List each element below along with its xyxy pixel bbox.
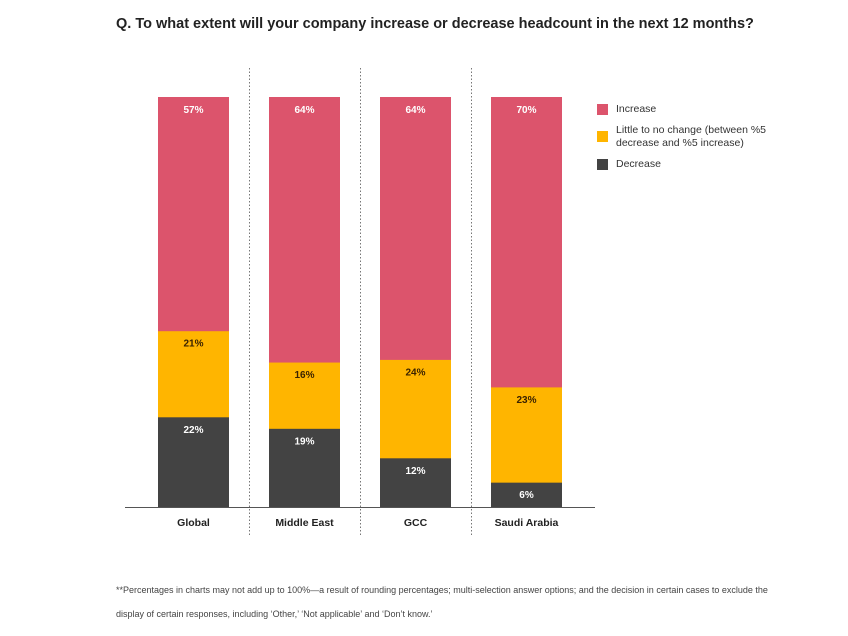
data-label-global-little-change: 21% bbox=[183, 339, 203, 350]
category-label-global: Global bbox=[177, 517, 210, 529]
bar-segment-saudi-arabia-increase bbox=[491, 97, 562, 388]
data-label-middle-east-little-change: 16% bbox=[294, 370, 314, 381]
data-label-saudi-arabia-little-change: 23% bbox=[516, 395, 536, 406]
legend: Increase Little to no change (between %5… bbox=[597, 103, 797, 179]
category-label-saudi-arabia: Saudi Arabia bbox=[495, 517, 559, 529]
legend-swatch-increase bbox=[597, 104, 608, 115]
legend-item-increase: Increase bbox=[597, 103, 797, 116]
chart-title: Q. To what extent will your company incr… bbox=[116, 16, 754, 32]
bar-segment-saudi-arabia-little-change bbox=[491, 386, 562, 483]
footnote: **Percentages in charts may not add up t… bbox=[116, 585, 768, 619]
legend-label-decrease: Decrease bbox=[616, 158, 661, 170]
category-label-gcc: GCC bbox=[404, 517, 428, 529]
bar-segment-middle-east-little-change bbox=[269, 362, 340, 429]
legend-item-little-change: Little to no change (between %5 decrease… bbox=[597, 124, 797, 150]
legend-label-little-change: Little to no change (between %5 decrease… bbox=[616, 124, 767, 149]
data-label-gcc-decrease: 12% bbox=[405, 466, 425, 477]
bar-segment-global-increase bbox=[158, 97, 229, 332]
data-label-middle-east-increase: 64% bbox=[294, 105, 314, 116]
data-label-saudi-arabia-increase: 70% bbox=[516, 105, 536, 116]
bar-segment-global-little-change bbox=[158, 330, 229, 418]
bar-segment-gcc-little-change bbox=[380, 359, 451, 459]
bar-segment-gcc-increase bbox=[380, 97, 451, 360]
bar-segment-middle-east-decrease bbox=[269, 428, 340, 507]
category-label-middle-east: Middle East bbox=[275, 517, 334, 529]
data-label-global-increase: 57% bbox=[183, 105, 203, 116]
bar-segment-saudi-arabia-decrease bbox=[491, 482, 562, 507]
data-label-gcc-little-change: 24% bbox=[405, 367, 425, 378]
data-label-middle-east-decrease: 19% bbox=[294, 436, 314, 447]
bar-segment-gcc-decrease bbox=[380, 457, 451, 507]
legend-swatch-little-change bbox=[597, 131, 608, 142]
legend-label-increase: Increase bbox=[616, 103, 657, 115]
data-label-gcc-increase: 64% bbox=[405, 105, 425, 116]
legend-swatch-decrease bbox=[597, 159, 608, 170]
data-label-saudi-arabia-decrease: 6% bbox=[519, 490, 534, 501]
bar-segment-middle-east-increase bbox=[269, 97, 340, 363]
data-label-global-decrease: 22% bbox=[183, 425, 203, 436]
bar-segment-global-decrease bbox=[158, 416, 229, 507]
legend-item-decrease: Decrease bbox=[597, 158, 797, 171]
